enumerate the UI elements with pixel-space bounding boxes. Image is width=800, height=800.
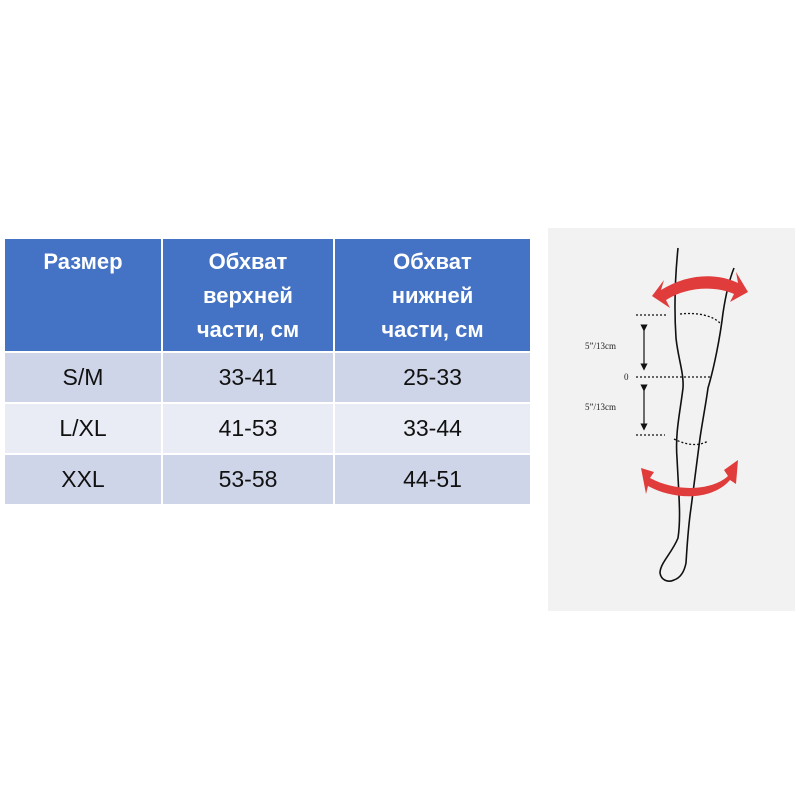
cell-upper: 41-53	[163, 404, 333, 453]
table-header-row: Размер Обхват верхней части, см Обхват нижн…	[5, 239, 530, 351]
cell-lower: 33-44	[335, 404, 530, 453]
cell-upper: 33-41	[163, 353, 333, 402]
circumference-arrow-icon	[641, 272, 748, 497]
cell-size: L/XL	[5, 404, 161, 453]
table-row: S/M 33-41 25-33	[5, 353, 530, 402]
leg-illustration: 5”/13cm 0 5”/13cm	[585, 247, 748, 582]
table-row: L/XL 41-53 33-44	[5, 404, 530, 453]
label-upper-distance: 5”/13cm	[585, 341, 616, 351]
leg-measurement-figure: 5”/13cm 0 5”/13cm	[548, 228, 795, 611]
header-text: части, см	[381, 317, 484, 342]
header-size: Размер	[5, 239, 161, 351]
header-text: Обхват	[208, 249, 288, 274]
header-text: верхней	[203, 283, 293, 308]
cell-size: S/M	[5, 353, 161, 402]
header-text: Размер	[43, 249, 123, 274]
header-text: части, см	[196, 317, 300, 342]
cell-size: XXL	[5, 455, 161, 504]
cell-lower: 44-51	[335, 455, 530, 504]
cell-lower: 25-33	[335, 353, 530, 402]
table-row: XXL 53-58 44-51	[5, 455, 530, 504]
leg-outline	[659, 247, 735, 582]
label-zero: 0	[624, 372, 629, 382]
cell-upper: 53-58	[163, 455, 333, 504]
size-table: Размер Обхват верхней части, см Обхват нижн…	[3, 237, 532, 506]
header-text: Обхват	[393, 249, 472, 274]
header-text: нижней	[391, 283, 474, 308]
header-upper-girth: Обхват верхней части, см	[163, 239, 333, 351]
measure-lines	[636, 312, 721, 446]
label-lower-distance: 5”/13cm	[585, 402, 616, 412]
header-lower-girth: Обхват нижней части, см	[335, 239, 530, 351]
